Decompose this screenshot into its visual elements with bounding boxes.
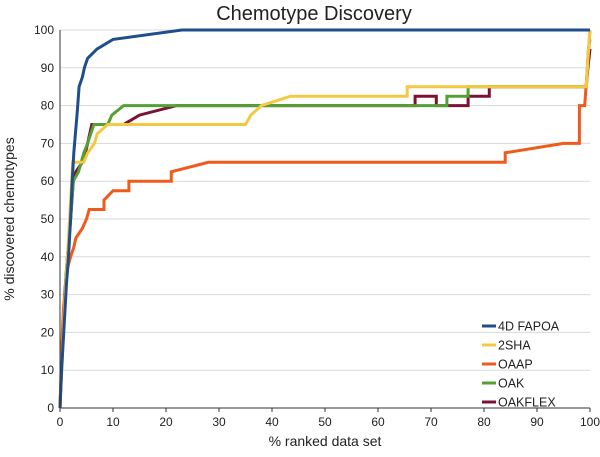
y-tick-label: 10 [41,363,55,377]
legend-label: 2SHA [498,339,531,353]
y-tick-label: 20 [41,325,55,339]
x-tick-label: 80 [477,415,491,429]
series-line-oakflex [58,48,592,409]
y-tick-label: 80 [41,99,55,113]
x-tick-labels: 0 10 20 30 40 50 60 70 80 90 100 [57,408,600,429]
x-tick-label: 10 [106,415,120,429]
legend-label: OAAP [498,358,533,372]
series-layer [58,28,592,409]
y-tick-label: 100 [34,23,54,37]
series-line-4d-fapoa [58,28,590,409]
chart-title: Chemotype Discovery [216,3,412,25]
x-tick-label: 30 [212,415,226,429]
legend-label: OAK [498,377,525,391]
x-tick-label: 0 [57,415,64,429]
y-tick-label: 60 [41,174,55,188]
y-tick-labels: 0 10 20 30 40 50 60 70 80 90 100 [34,23,54,415]
y-tick-label: 30 [41,288,55,302]
legend-label: 4D FAPOA [498,320,560,334]
x-tick-label: 100 [580,415,600,429]
y-tick-label: 70 [41,136,55,150]
legend: 4D FAPOA 2SHA OAAP OAK OAKFLEX [482,320,560,410]
y-tick-label: 90 [41,61,55,75]
x-tick-label: 60 [371,415,385,429]
y-axis-title: % discovered chemotypes [1,137,17,300]
x-axis-title: % ranked data set [269,433,382,449]
y-tick-label: 40 [41,250,55,264]
x-tick-label: 20 [159,415,173,429]
y-tick-label: 50 [41,212,55,226]
y-tick-label: 0 [47,401,54,415]
legend-label: OAKFLEX [498,396,556,410]
x-tick-label: 40 [265,415,279,429]
series-line-oak [58,39,592,409]
x-tick-label: 50 [318,415,332,429]
x-tick-label: 90 [530,415,544,429]
x-tick-label: 70 [424,415,438,429]
